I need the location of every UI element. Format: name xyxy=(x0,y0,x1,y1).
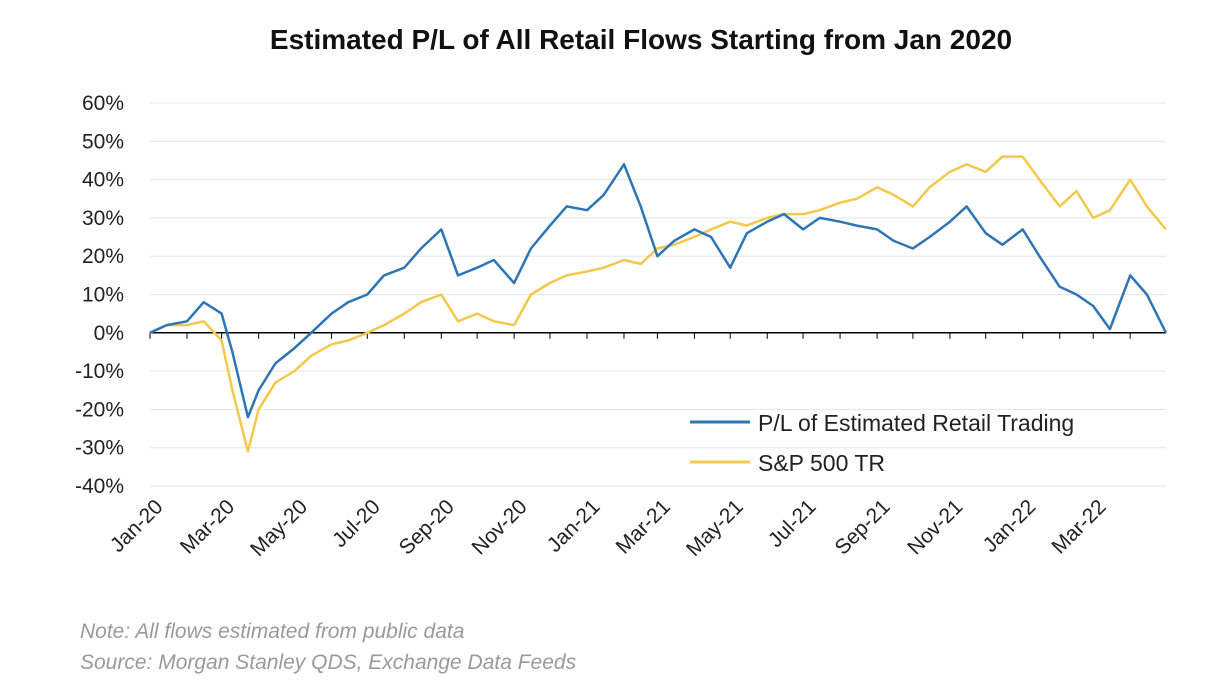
series-line-retail-pl xyxy=(149,163,1168,419)
x-tick-label: Jan-22 xyxy=(979,495,1041,557)
chart-source: Source: Morgan Stanley QDS, Exchange Dat… xyxy=(80,651,577,674)
x-tick-label: Nov-21 xyxy=(903,495,967,559)
x-tick-label: May-21 xyxy=(682,495,748,561)
y-tick-label: 40% xyxy=(82,169,124,192)
y-tick-label: -40% xyxy=(75,475,124,498)
x-tick-label: Mar-20 xyxy=(176,495,239,558)
chart-note: Note: All flows estimated from public da… xyxy=(80,620,465,643)
y-tick-label: 20% xyxy=(82,245,124,268)
y-tick-label: 60% xyxy=(82,92,124,115)
x-tick-label: Jul-21 xyxy=(764,495,821,552)
x-tick-label: Nov-20 xyxy=(468,495,532,559)
y-tick-label: -10% xyxy=(75,360,124,383)
series-line-sp500-tr xyxy=(149,155,1167,453)
x-axis xyxy=(149,332,1166,339)
y-tick-label: -20% xyxy=(75,398,124,421)
legend-label: S&P 500 TR xyxy=(758,450,885,476)
x-tick-label: Mar-21 xyxy=(612,495,675,558)
x-tick-label: Jan-21 xyxy=(543,495,605,557)
y-tick-label: 10% xyxy=(82,284,124,307)
series-lines xyxy=(149,155,1168,453)
y-axis-tick-labels: 60% 50% 40% 30% 20% 10% 0% -10% -20% -30% -40% xyxy=(75,92,124,498)
y-tick-label: 0% xyxy=(94,322,124,345)
x-tick-label: Jul-20 xyxy=(328,495,385,552)
y-tick-label: 50% xyxy=(82,130,124,153)
x-tick-label: Jan-20 xyxy=(106,495,168,557)
x-tick-label: Mar-22 xyxy=(1047,495,1110,558)
legend: P/L of Estimated Retail Trading S&P 500 T… xyxy=(690,410,1074,476)
x-tick-label: Sep-20 xyxy=(395,495,459,559)
line-chart: 60% 50% 40% 30% 20% 10% 0% -10% -20% -30% -40% Jan… xyxy=(75,92,1168,561)
y-tick-label: -30% xyxy=(75,437,124,460)
y-tick-label: 30% xyxy=(82,207,124,230)
chart-title: Estimated P/L of All Retail Flows Starti… xyxy=(269,24,1013,55)
legend-label: P/L of Estimated Retail Trading xyxy=(758,410,1074,436)
x-tick-label: Sep-21 xyxy=(830,495,894,559)
x-axis-tick-labels: Jan-20 Mar-20 May-20 Jul-20 Sep-20 Nov-20 Jan-… xyxy=(106,495,1111,561)
x-tick-label: May-20 xyxy=(246,495,312,561)
gridlines xyxy=(150,102,1166,487)
